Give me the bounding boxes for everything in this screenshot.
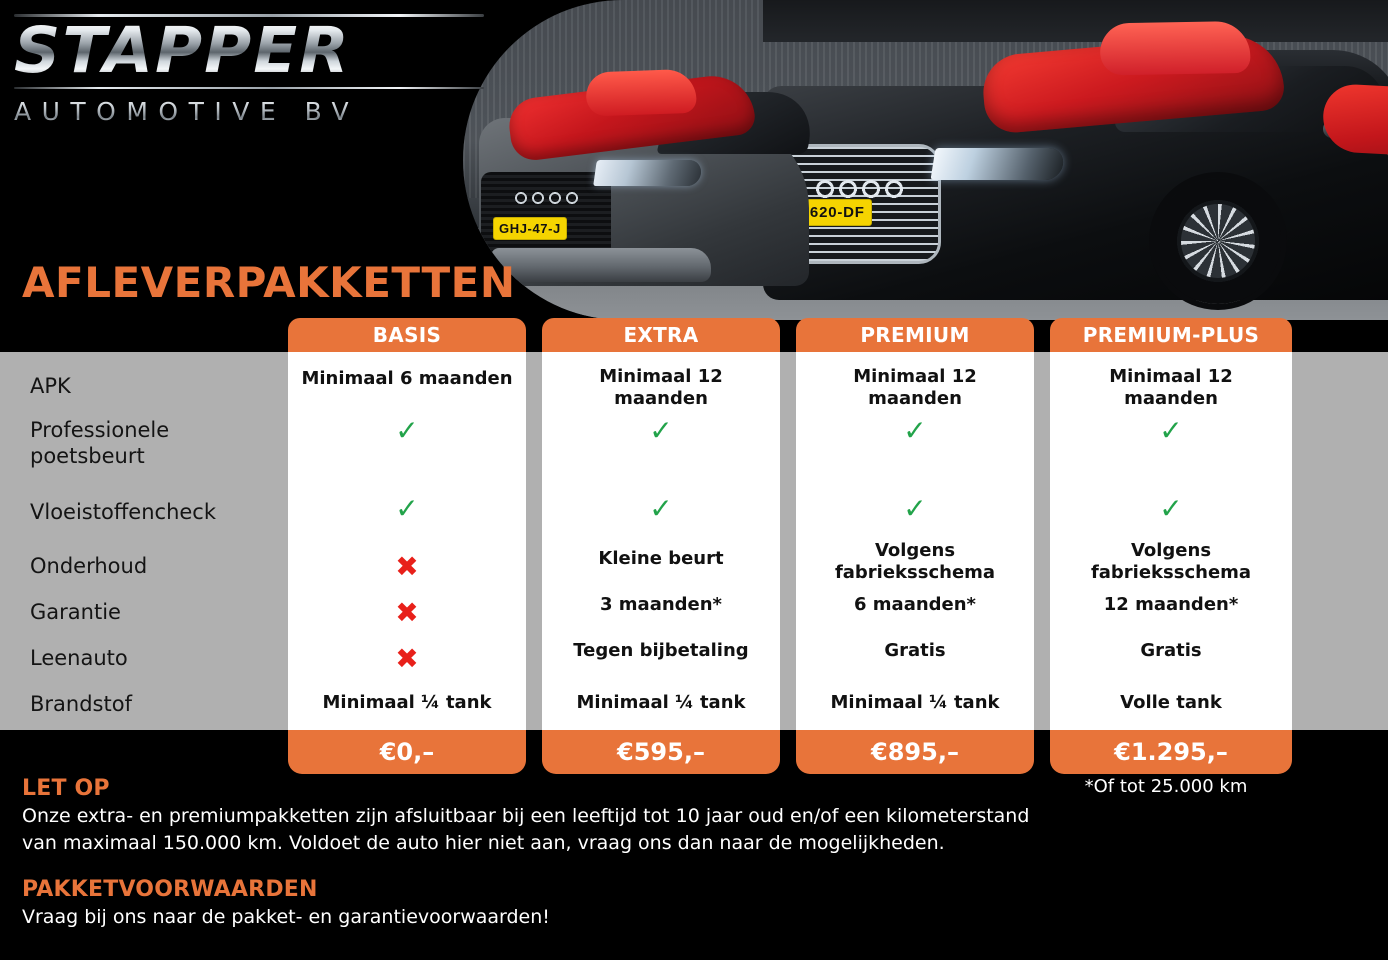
terms-title: PAKKETVOORWAARDEN [22,876,318,902]
logo-rule-bottom [14,87,484,90]
package-price-premium: €895,– [796,730,1034,774]
row-label-onderhoud: Onderhoud [30,554,148,578]
package-body-extra: Minimaal 12 maanden ✓ ✓ Kleine beurt 3 m… [542,352,780,730]
license-plate-left: GHJ-47-J [493,217,567,240]
cell-basis-brandstof: Minimaal ¼ tank [322,692,492,713]
cell-basis-vloeistoffencheck: ✓ [395,492,419,525]
cell-premium-plus-garantie: 12 maanden* [1103,594,1239,615]
logo-rule-top [14,14,484,17]
cell-premium-plus-brandstof: Volle tank [1120,692,1222,713]
package-header-premium: PREMIUM [796,318,1034,352]
headlight-icon [593,160,703,186]
footer-notes: LET OP Onze extra- en premiumpakketten z… [22,776,1032,931]
package-price-extra: €595,– [542,730,780,774]
cell-premium-poetsbeurt: ✓ [903,414,927,447]
package-header-basis: BASIS [288,318,526,352]
package-header-premium-plus: PREMIUM-PLUS [1050,318,1292,352]
package-column-premium-plus[interactable]: PREMIUM-PLUS Minimaal 12 maanden ✓ ✓ Vol… [1050,318,1292,774]
package-header-extra: EXTRA [542,318,780,352]
row-label-garantie: Garantie [30,600,121,624]
package-body-premium-plus: Minimaal 12 maanden ✓ ✓ Volgens fabrieks… [1050,352,1292,730]
terms-body: Vraag bij ons naar de pakket- en garanti… [22,905,550,928]
hero-banner: dtc.nu J-620-DF GHJ-47-J [0,0,1388,352]
notice-body: Onze extra- en premiumpakketten zijn afs… [22,805,1030,854]
row-label-poetsbeurt: Professionele poetsbeurt [30,418,170,468]
row-label-apk: APK [30,374,71,398]
package-body-premium: Minimaal 12 maanden ✓ ✓ Volgens fabrieks… [796,352,1034,730]
showroom-photo: dtc.nu J-620-DF GHJ-47-J [463,0,1388,320]
cell-basis-apk: Minimaal 6 maanden [301,368,513,389]
cell-basis-onderhoud: ✖ [395,550,419,583]
cell-basis-garantie: ✖ [395,596,419,629]
cell-premium-onderhoud: Volgens fabrieksschema [834,540,996,583]
table-footnote: *Of tot 25.000 km [1084,776,1248,797]
row-label-leenauto: Leenauto [30,646,128,670]
row-label-brandstof: Brandstof [30,692,132,716]
logo-tagline: AUTOMOTIVE BV [14,97,484,126]
audi-rings-icon [809,178,913,200]
cell-basis-leenauto: ✖ [395,642,419,675]
cell-premium-plus-apk: Minimaal 12 maanden [1109,366,1233,409]
cell-extra-garantie: 3 maanden* [600,594,722,615]
cell-premium-brandstof: Minimaal ¼ tank [830,692,1000,713]
car-grey-audi: GHJ-47-J [479,71,822,286]
cell-premium-leenauto: Gratis [884,640,946,661]
cell-extra-poetsbeurt: ✓ [649,414,673,447]
wheel-spokes-icon [1181,204,1255,278]
package-column-basis[interactable]: BASIS Minimaal 6 maanden ✓ ✓ ✖ ✖ ✖ Minim… [288,318,526,774]
cell-extra-brandstof: Minimaal ¼ tank [576,692,746,713]
headlight-icon [930,148,1066,180]
notice-title: LET OP [22,776,110,801]
cell-premium-plus-onderhoud: Volgens fabrieksschema [1090,540,1252,583]
package-column-extra[interactable]: EXTRA Minimaal 12 maanden ✓ ✓ Kleine beu… [542,318,780,774]
audi-rings-icon [509,190,585,206]
page-title: AFLEVERPAKKETTEN [22,258,516,307]
cell-premium-plus-leenauto: Gratis [1140,640,1202,661]
cell-extra-apk: Minimaal 12 maanden [599,366,723,409]
company-logo: STAPPER AUTOMOTIVE BV [14,14,484,126]
logo-wordmark: STAPPER [14,18,493,83]
cell-extra-leenauto: Tegen bijbetaling [573,640,749,661]
cell-premium-plus-poetsbeurt: ✓ [1159,414,1183,447]
cell-premium-plus-vloeistoffencheck: ✓ [1159,492,1183,525]
cell-basis-poetsbeurt: ✓ [395,414,419,447]
showroom-ceiling [763,0,1388,42]
cell-extra-vloeistoffencheck: ✓ [649,492,673,525]
row-label-column: APK Professionele poetsbeurt Vloeistoffe… [0,352,285,730]
package-price-basis: €0,– [288,730,526,774]
package-body-basis: Minimaal 6 maanden ✓ ✓ ✖ ✖ ✖ Minimaal ¼ … [288,352,526,730]
front-grille [481,172,611,256]
package-column-premium[interactable]: PREMIUM Minimaal 12 maanden ✓ ✓ Volgens … [796,318,1034,774]
row-label-vloeistoffencheck: Vloeistoffencheck [30,500,217,524]
cell-extra-onderhoud: Kleine beurt [598,548,724,569]
car-black-audi: J-620-DF [763,31,1388,304]
cell-premium-garantie: 6 maanden* [854,594,976,615]
package-price-premium-plus: €1.295,– [1050,730,1292,774]
cell-premium-vloeistoffencheck: ✓ [903,492,927,525]
cell-premium-apk: Minimaal 12 maanden [853,366,977,409]
